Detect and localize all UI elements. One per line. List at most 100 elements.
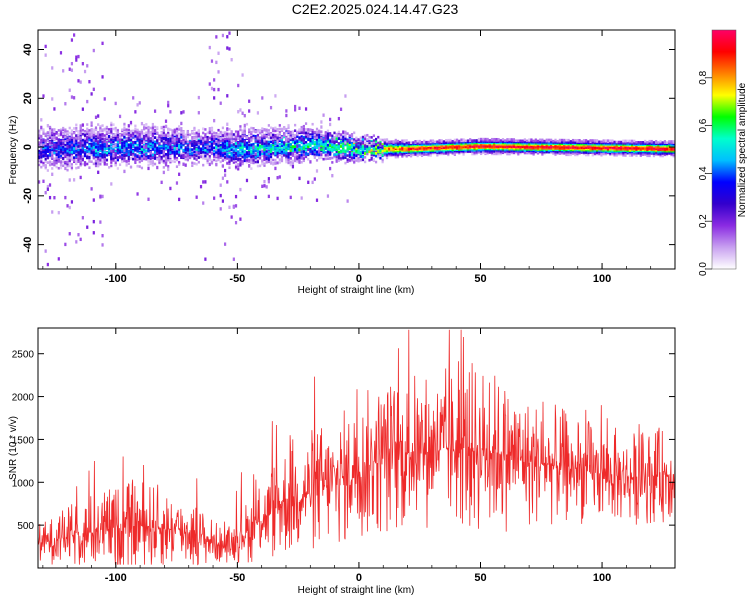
- spectrogram-cell: [112, 123, 115, 126]
- spectrogram-cell: [77, 141, 80, 145]
- spectrogram-cell: [318, 151, 321, 155]
- spectrogram-cell: [199, 148, 203, 151]
- spectrogram-cell: [232, 139, 235, 143]
- spectrogram-cell: [256, 133, 260, 137]
- spectrogram-cell: [324, 150, 327, 154]
- spectrogram-cell: [42, 94, 45, 98]
- spectrogram-cell: [99, 140, 102, 144]
- spectrogram-cell: [230, 146, 233, 150]
- spectrogram-cell: [221, 134, 225, 138]
- spectrogram-cell: [241, 155, 244, 159]
- spectrogram-cell: [140, 129, 144, 132]
- spectrogram-cell: [353, 131, 356, 135]
- spectrogram-cell: [302, 141, 305, 145]
- spectrogram-cell: [252, 127, 255, 130]
- spectrogram-cell: [254, 136, 257, 140]
- spectrogram-cell: [263, 144, 266, 148]
- spectrogram-cell: [158, 142, 161, 145]
- spectrogram-cell: [329, 141, 332, 145]
- spectrogram-cell: [145, 137, 148, 140]
- spectrogram-cell: [112, 144, 115, 149]
- spectrogram-cell: [178, 133, 181, 136]
- spectrogram-cell: [73, 96, 76, 100]
- spectrogram-cell: [114, 132, 117, 136]
- spectrogram-cell: [353, 158, 356, 161]
- spectrogram-cell: [213, 149, 216, 153]
- spectrogram-cell: [252, 136, 255, 140]
- spectrogram-cell: [132, 96, 135, 100]
- spectrogram-cell: [108, 166, 111, 169]
- spectrogram-cell: [285, 131, 288, 135]
- spectrogram-cell: [108, 138, 111, 141]
- spectrogram-cell: [178, 128, 181, 131]
- spectrogram-cell: [250, 132, 253, 136]
- spectrogram-cell: [108, 134, 111, 138]
- spectrogram-cell: [153, 147, 157, 151]
- spectrogram-cell: [248, 99, 251, 103]
- spectrogram-cell: [346, 147, 349, 151]
- spectrogram-cell: [267, 132, 270, 136]
- spectrogram-cell: [208, 136, 211, 140]
- spectrogram-cell: [307, 143, 310, 146]
- spectrogram-cell: [223, 242, 227, 246]
- spectrogram-cell: [322, 142, 325, 146]
- spectrogram-cell: [261, 134, 264, 138]
- spectrogram-cell: [140, 141, 144, 145]
- spectrogram-cell: [515, 139, 518, 143]
- spectrogram-cell: [116, 143, 119, 146]
- spectrogram-cell: [68, 88, 71, 92]
- spectrogram-cell: [70, 145, 74, 149]
- spectrogram-cell: [248, 147, 251, 151]
- spectrogram-cell: [370, 139, 373, 143]
- spectrogram-cell: [359, 147, 362, 151]
- spectrogram-cell: [355, 154, 358, 158]
- spectrogram-cell: [254, 145, 257, 149]
- spectrogram-cell: [75, 126, 78, 130]
- spectrogram-cell: [108, 144, 111, 148]
- spectrogram-cell: [101, 132, 104, 136]
- spectrogram-cell: [241, 162, 244, 166]
- spectrogram-cell: [75, 156, 78, 160]
- spectrogram-cell: [361, 135, 365, 139]
- spectrogram-cell: [272, 128, 275, 132]
- spectrogram-cell: [261, 152, 264, 155]
- spectrogram-cell: [300, 125, 303, 129]
- spectrogram-cell: [53, 128, 56, 131]
- spectrogram-cell: [136, 143, 139, 147]
- spectrogram-cell: [366, 150, 369, 154]
- spectrogram-cell: [248, 143, 251, 147]
- spectrogram-cell: [79, 137, 82, 141]
- spectrogram-cell: [53, 132, 56, 137]
- spectrogram-cell: [164, 119, 168, 123]
- spectrogram-cell: [162, 137, 165, 141]
- spectrogram-cell: [48, 133, 52, 137]
- spectrogram-cell: [320, 130, 323, 133]
- spectrogram-cell: [265, 144, 268, 147]
- spectrogram-cell: [311, 132, 314, 136]
- spectrogram-cell: [357, 141, 360, 145]
- spectrogram-cell: [313, 155, 316, 159]
- spectrogram-cell: [239, 146, 242, 149]
- spectrogram-cell: [57, 155, 60, 159]
- spectrogram-cell: [125, 147, 128, 150]
- spectrogram-cell: [51, 138, 54, 142]
- spectrogram-cell: [143, 157, 146, 161]
- spectrogram-cell: [197, 139, 200, 143]
- spectrogram-cell: [147, 197, 150, 201]
- spectrogram-cell: [241, 131, 244, 135]
- spectrogram-cell: [103, 147, 106, 151]
- spectrogram-cell: [285, 150, 288, 154]
- spectrogram-cell: [114, 143, 117, 147]
- spectrogram-cell: [62, 152, 65, 155]
- spectrogram-cell: [355, 136, 358, 140]
- spectrogram-cell: [250, 126, 253, 130]
- spectrogram-cell: [276, 161, 279, 165]
- spectrogram-cell: [226, 180, 229, 184]
- spectrogram-cell: [230, 58, 233, 62]
- spectrogram-cell: [53, 146, 56, 150]
- spectrogram-cell: [265, 157, 268, 160]
- spectrogram-cell: [51, 133, 54, 137]
- spectrogram-cell: [57, 145, 60, 149]
- spectrogram-cell: [346, 158, 349, 161]
- spectrogram-cell: [219, 130, 222, 134]
